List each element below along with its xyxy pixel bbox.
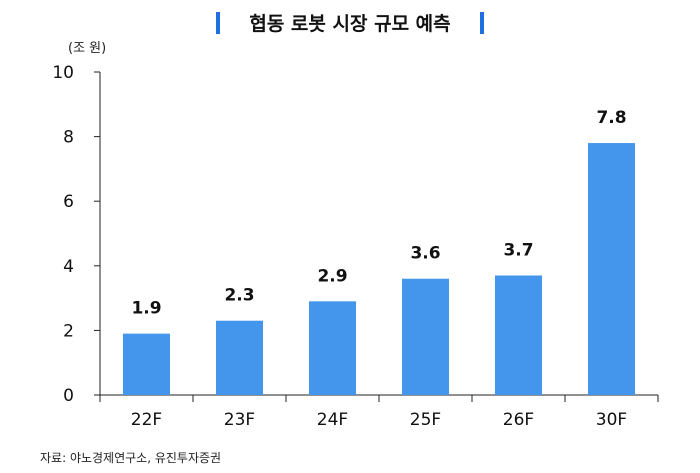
bar-30F (588, 143, 635, 395)
bar-26F (495, 275, 542, 395)
y-tick-label: 2 (63, 321, 74, 341)
y-tick-label: 8 (63, 128, 74, 148)
chart-title: 협동 로봇 시장 규모 예측 (249, 13, 450, 35)
y-tick-label: 10 (52, 63, 74, 83)
data-label-24F: 2.9 (317, 266, 347, 286)
title-accent-right (480, 12, 484, 34)
bars (123, 143, 635, 395)
source-note: 자료: 야노경제연구소, 유진투자증권 (40, 451, 221, 465)
bar-22F (123, 333, 170, 395)
x-tick-label-23F: 23F (224, 410, 255, 430)
data-label-30F: 7.8 (596, 108, 626, 128)
y-ticks: 0 2 4 6 8 10 (52, 63, 100, 406)
unit-label: (조 원) (68, 41, 106, 56)
x-ticks: 22F 23F 24F 25F 26F 30F (99, 395, 659, 430)
data-label-22F: 1.9 (131, 299, 161, 319)
y-tick-label: 0 (63, 386, 74, 406)
x-tick-label-25F: 25F (410, 410, 441, 430)
bar-23F (216, 320, 263, 395)
x-tick-label-22F: 22F (131, 410, 162, 430)
data-label-23F: 2.3 (224, 286, 254, 306)
y-tick-label: 4 (63, 257, 74, 277)
data-labels: 1.9 2.3 2.9 3.6 3.7 7.8 (131, 108, 626, 319)
bar-24F (309, 301, 356, 395)
x-tick-label-26F: 26F (503, 410, 534, 430)
bar-25F (402, 278, 449, 395)
data-label-26F: 3.7 (503, 240, 533, 260)
x-tick-label-30F: 30F (596, 410, 627, 430)
title-accent-left (216, 12, 220, 34)
x-tick-label-24F: 24F (317, 410, 348, 430)
y-tick-label: 6 (63, 192, 74, 212)
data-label-25F: 3.6 (410, 244, 440, 264)
